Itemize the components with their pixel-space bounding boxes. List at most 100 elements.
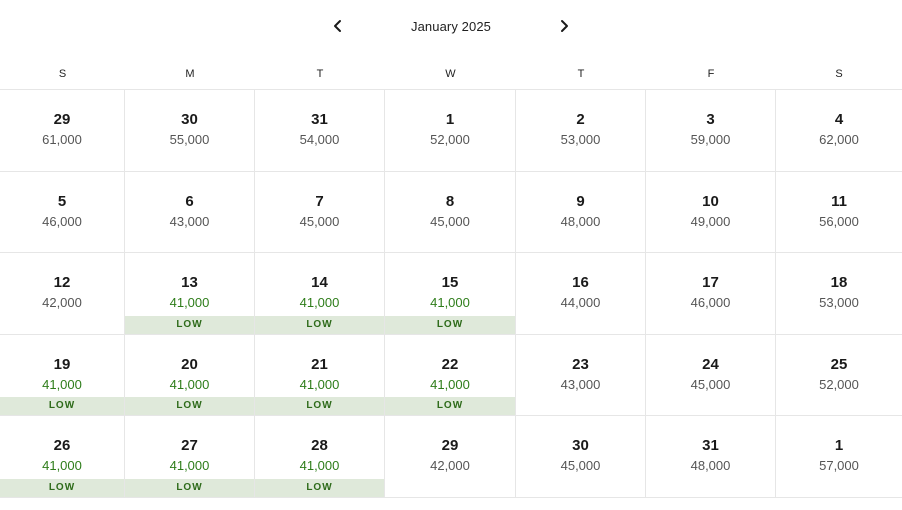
day-cell[interactable]: 1 52,000 [385,90,516,172]
day-price: 52,000 [819,376,859,392]
day-cell[interactable]: 12 42,000 [0,253,125,335]
day-number: 4 [834,111,844,128]
day-cell[interactable]: 9 48,000 [516,171,646,253]
day-number: 17 [702,274,719,291]
day-cell[interactable]: 10 49,000 [646,171,776,253]
previous-month-button[interactable] [324,12,352,40]
day-number: 11 [831,192,847,210]
day-price: 41,000 [430,376,470,392]
day-cell[interactable]: 29 42,000 [385,416,516,498]
day-cell[interactable]: 27 41,000 LOW [125,416,255,498]
day-number: 12 [53,274,71,291]
day-cell[interactable]: 20 41,000 LOW [125,334,255,416]
day-cell[interactable]: 13 41,000 LOW [125,253,255,335]
day-cell[interactable]: 6 43,000 [125,171,255,253]
day-cell[interactable]: 22 41,000 LOW [385,334,516,416]
day-number: 10 [702,192,719,210]
day-price: 53,000 [560,132,601,147]
day-cell[interactable]: 31 48,000 [646,416,776,498]
day-number: 14 [311,274,328,291]
day-number: 27 [181,437,198,454]
low-price-badge: LOW [125,397,254,415]
day-price: 45,000 [430,213,470,229]
next-month-button[interactable] [550,12,578,40]
day-number: 8 [445,192,455,210]
day-number: 29 [53,111,71,128]
day-cell[interactable]: 24 45,000 [646,334,776,416]
day-number: 22 [441,355,459,373]
day-price: 56,000 [819,213,859,229]
day-cell[interactable]: 30 45,000 [516,416,646,498]
day-number: 21 [311,355,328,373]
day-cell[interactable]: 4 62,000 [776,90,902,172]
weekday-label: S [58,68,67,80]
day-number: 9 [576,192,585,210]
low-price-badge: LOW [125,315,254,334]
day-price: 41,000 [299,458,340,473]
day-cell[interactable]: 7 45,000 [255,171,385,253]
day-cell[interactable]: 17 46,000 [646,253,776,335]
day-number: 24 [702,355,719,373]
day-price: 41,000 [169,295,210,310]
weekday-label: S [835,68,843,80]
day-price: 45,000 [299,213,340,229]
low-price-badge: LOW [255,478,384,497]
day-number: 19 [53,355,71,373]
day-number: 30 [572,437,589,454]
day-cell[interactable]: 1 57,000 [776,416,902,498]
day-cell[interactable]: 3 59,000 [646,90,776,172]
day-cell[interactable]: 23 43,000 [516,334,646,416]
day-price: 55,000 [169,132,210,147]
day-price: 54,000 [299,132,340,147]
day-number: 3 [706,111,715,128]
low-price-badge: LOW [385,315,515,334]
day-number: 23 [572,355,589,373]
weekday-label: F [707,68,715,80]
weekday-label: T [577,68,585,80]
day-number: 6 [185,192,194,210]
day-cell[interactable]: 26 41,000 LOW [0,416,125,498]
day-cell[interactable]: 19 41,000 LOW [0,334,125,416]
day-number: 25 [830,355,848,373]
day-number: 1 [834,437,844,454]
day-cell[interactable]: 11 56,000 [776,172,902,253]
day-cell[interactable]: 2 53,000 [516,90,646,172]
day-number: 13 [181,274,198,291]
day-cell[interactable]: 31 54,000 [255,90,385,172]
day-number: 30 [181,111,198,128]
day-price: 61,000 [42,132,82,147]
day-cell[interactable]: 29 61,000 [0,90,125,172]
day-number: 15 [441,274,459,291]
low-price-badge: LOW [0,397,124,415]
day-cell[interactable]: 21 41,000 LOW [255,334,385,416]
day-price: 41,000 [299,295,340,310]
day-cell[interactable]: 18 53,000 [776,253,902,335]
day-number: 31 [702,437,719,454]
chevron-left-icon [334,20,341,32]
day-price: 62,000 [819,132,859,147]
day-cell[interactable]: 15 41,000 LOW [385,253,516,335]
day-price: 45,000 [690,376,731,392]
calendar-header: January 2025 [0,0,902,56]
day-price: 59,000 [690,132,731,147]
day-cell[interactable]: 5 46,000 [0,171,125,253]
day-price: 41,000 [430,295,470,310]
calendar-day-grid: 29 61,000 30 55,000 31 54,000 1 52,000 2 53,000 3 5… [0,90,902,498]
day-number: 18 [830,274,848,291]
day-number: 7 [315,192,324,210]
day-price: 57,000 [819,458,859,473]
low-price-badge: LOW [385,397,515,415]
day-number: 28 [311,437,328,454]
day-price: 41,000 [169,376,210,392]
day-cell[interactable]: 25 52,000 [776,335,902,416]
day-price: 53,000 [819,295,859,310]
day-cell[interactable]: 28 41,000 LOW [255,416,385,498]
day-cell[interactable]: 8 45,000 [385,171,516,253]
day-price: 44,000 [560,295,601,310]
day-cell[interactable]: 30 55,000 [125,90,255,172]
day-cell[interactable]: 16 44,000 [516,253,646,335]
day-price: 49,000 [690,213,731,229]
low-price-badge: LOW [125,478,254,497]
weekday-label: M [185,68,195,80]
day-cell[interactable]: 14 41,000 LOW [255,253,385,335]
